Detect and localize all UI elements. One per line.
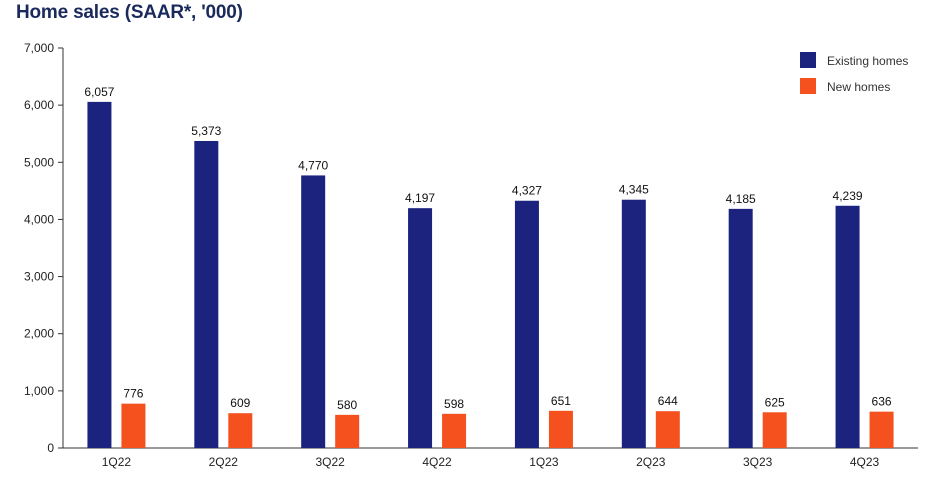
data-labels: 6,057 776 5,373 609 4,770 580 4,197 598 4,327 651…: [84, 85, 891, 412]
data-label: 580: [337, 398, 357, 412]
data-label: 598: [444, 397, 464, 411]
data-label: 609: [230, 396, 250, 410]
x-tick-label: 1Q23: [529, 455, 559, 469]
x-axis: 1Q22 2Q22 3Q22 4Q22 1Q23 2Q23 3Q23 4Q23: [63, 447, 918, 469]
data-label: 6,057: [84, 85, 114, 99]
y-tick-label: 6,000: [24, 98, 54, 112]
new-homes-bar: [655, 411, 680, 448]
legend-swatch-new: [800, 78, 816, 94]
new-homes-bar: [442, 413, 467, 448]
existing-homes-bar: [87, 101, 112, 448]
data-label: 651: [551, 394, 571, 408]
y-tick-label: 5,000: [24, 155, 54, 169]
data-label: 776: [123, 387, 143, 401]
data-label: 4,327: [512, 184, 542, 198]
y-tick-label: 4,000: [24, 212, 54, 226]
bars: [87, 101, 894, 448]
existing-homes-bar: [301, 175, 326, 448]
x-tick-label: 4Q23: [850, 455, 880, 469]
existing-homes-bar: [835, 205, 860, 448]
x-tick-label: 2Q23: [636, 455, 666, 469]
y-tick-label: 3,000: [24, 270, 54, 284]
new-homes-bar: [335, 414, 360, 448]
y-tick-label: 0: [47, 441, 54, 455]
existing-homes-bar: [408, 208, 433, 448]
chart-title: Home sales (SAAR*, '000): [16, 2, 243, 23]
x-tick-label: 3Q23: [743, 455, 773, 469]
x-tick-label: 3Q22: [316, 455, 346, 469]
legend-swatch-existing: [800, 52, 816, 68]
y-tick-label: 7,000: [24, 41, 54, 55]
existing-homes-bar: [728, 208, 753, 448]
data-label: 4,197: [405, 191, 435, 205]
data-label: 625: [765, 395, 785, 409]
existing-homes-bar: [621, 199, 646, 448]
data-label: 4,185: [726, 192, 756, 206]
new-homes-bar: [762, 412, 787, 448]
legend: Existing homes New homes: [800, 52, 908, 94]
y-tick-label: 1,000: [24, 384, 54, 398]
y-tick-label: 2,000: [24, 327, 54, 341]
data-label: 644: [658, 394, 678, 408]
new-homes-bar: [548, 410, 573, 448]
legend-label: New homes: [827, 80, 890, 94]
new-homes-bar: [121, 403, 146, 448]
legend-label: Existing homes: [827, 54, 908, 68]
x-tick-label: 1Q22: [102, 455, 132, 469]
x-tick-label: 2Q22: [209, 455, 239, 469]
x-tick-label: 4Q22: [422, 455, 452, 469]
new-homes-bar: [869, 411, 894, 448]
new-homes-bar: [228, 413, 253, 448]
data-label: 636: [872, 395, 892, 409]
y-axis: 0 1,000 2,000 3,000 4,000 5,000 6,000 7,000: [24, 41, 64, 455]
data-label: 5,373: [191, 124, 221, 138]
data-label: 4,345: [619, 183, 649, 197]
existing-homes-bar: [514, 200, 539, 448]
existing-homes-bar: [194, 140, 219, 448]
data-label: 4,239: [833, 189, 863, 203]
data-label: 4,770: [298, 158, 328, 172]
